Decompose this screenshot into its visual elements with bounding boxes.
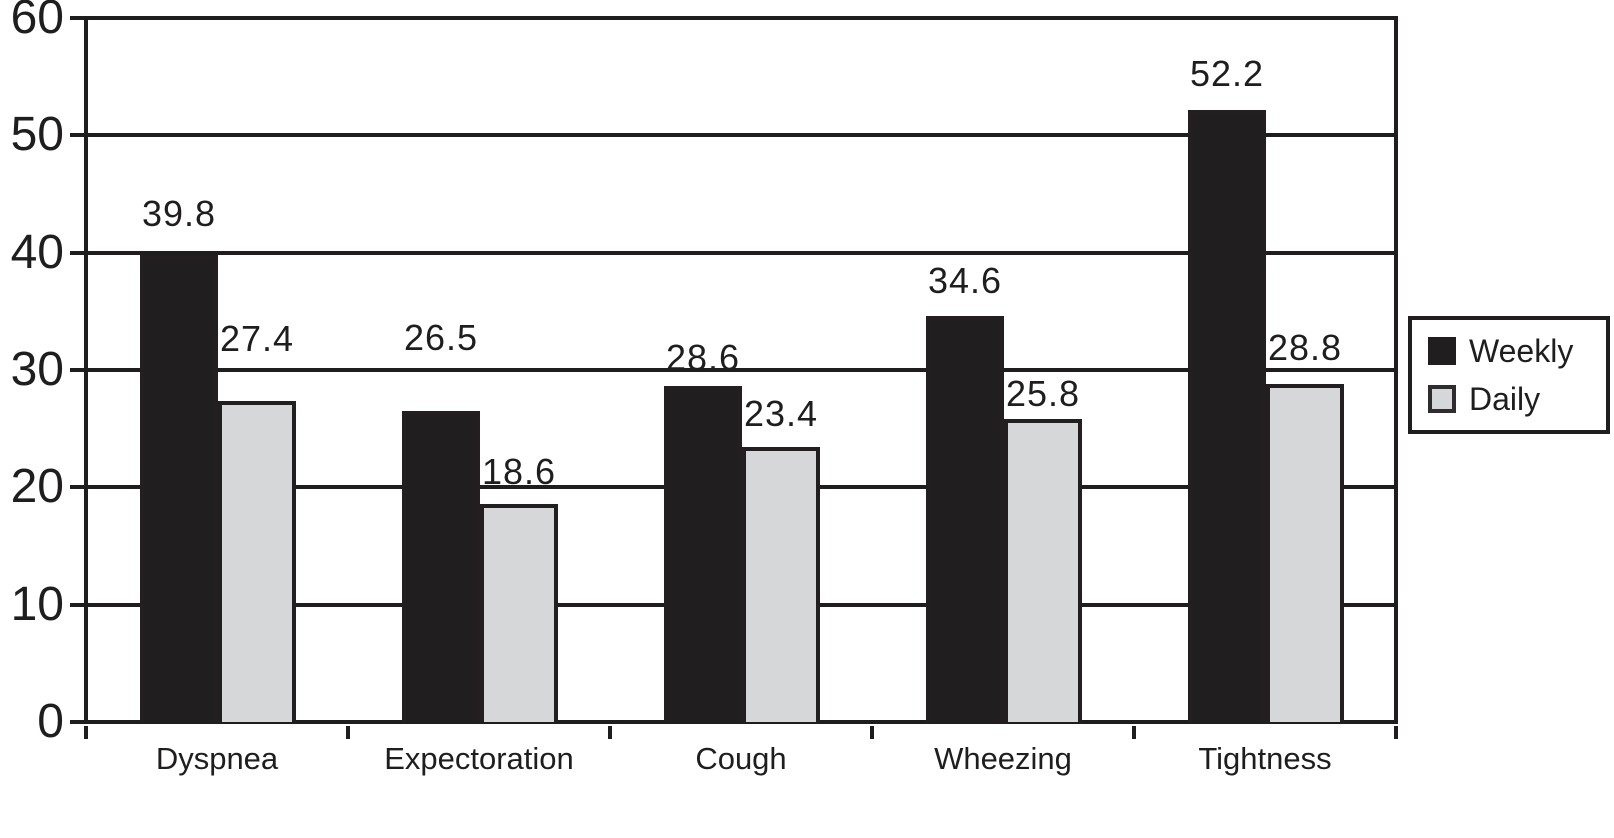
category-label-tightness: Tightness	[1198, 741, 1332, 776]
bar-daily-dyspnea	[218, 401, 296, 722]
bar-label-daily-wheezing: 25.8	[1005, 373, 1081, 414]
x-tick-2	[608, 726, 612, 739]
bar-label-weekly-cough: 28.6	[665, 337, 741, 378]
y-tick-label-50: 50	[10, 108, 64, 161]
bar-weekly-dyspnea	[140, 255, 218, 722]
legend: Weekly Daily	[1408, 316, 1610, 434]
bar-label-daily-expectoration: 18.6	[481, 451, 557, 492]
legend-label-daily: Daily	[1469, 381, 1541, 417]
y-tick-label-60: 60	[10, 0, 64, 44]
legend-item-weekly: Weekly	[1428, 334, 1606, 368]
gridline-40	[88, 251, 1394, 255]
y-tick-10	[70, 603, 88, 607]
legend-item-daily: Daily	[1428, 382, 1606, 416]
bar-label-daily-tightness: 28.8	[1267, 327, 1343, 368]
gridline-30	[88, 368, 1394, 372]
legend-swatch-daily-icon	[1428, 385, 1456, 413]
category-label-wheezing: Wheezing	[934, 741, 1072, 776]
y-tick-50	[70, 133, 88, 137]
y-tick-label-20: 20	[10, 460, 64, 513]
legend-label-weekly: Weekly	[1469, 333, 1574, 369]
y-tick-30	[70, 368, 88, 372]
y-tick-label-10: 10	[10, 578, 64, 631]
bar-daily-cough	[742, 447, 820, 722]
bar-daily-wheezing	[1004, 419, 1082, 722]
bar-weekly-expectoration	[402, 411, 480, 722]
category-label-expectoration: Expectoration	[384, 741, 574, 776]
x-tick-5	[1394, 726, 1398, 739]
bar-weekly-tightness	[1188, 110, 1266, 722]
y-tick-20	[70, 485, 88, 489]
y-tick-0	[70, 720, 88, 724]
bar-label-daily-dyspnea: 27.4	[219, 318, 295, 359]
bar-daily-tightness	[1266, 384, 1344, 722]
bar-daily-expectoration	[480, 504, 558, 722]
category-label-cough: Cough	[695, 741, 787, 776]
gridline-50	[88, 133, 1394, 137]
legend-swatch-weekly-icon	[1428, 337, 1456, 365]
bar-label-weekly-tightness: 52.2	[1189, 53, 1265, 94]
bar-label-weekly-dyspnea: 39.8	[141, 193, 217, 234]
bar-weekly-cough	[664, 386, 742, 722]
category-label-dyspnea: Dyspnea	[155, 741, 279, 776]
x-tick-0	[84, 726, 88, 739]
bar-label-weekly-wheezing: 34.6	[927, 260, 1003, 301]
x-tick-4	[1132, 726, 1136, 739]
y-tick-40	[70, 251, 88, 255]
bar-label-weekly-expectoration: 26.5	[403, 317, 479, 358]
x-tick-3	[870, 726, 874, 739]
y-tick-label-40: 40	[10, 226, 64, 279]
bar-weekly-wheezing	[926, 316, 1004, 722]
y-tick-label-0: 0	[37, 695, 64, 748]
bar-label-daily-cough: 23.4	[743, 393, 819, 434]
y-tick-label-30: 30	[10, 343, 64, 396]
y-tick-60	[70, 16, 88, 20]
x-tick-1	[346, 726, 350, 739]
